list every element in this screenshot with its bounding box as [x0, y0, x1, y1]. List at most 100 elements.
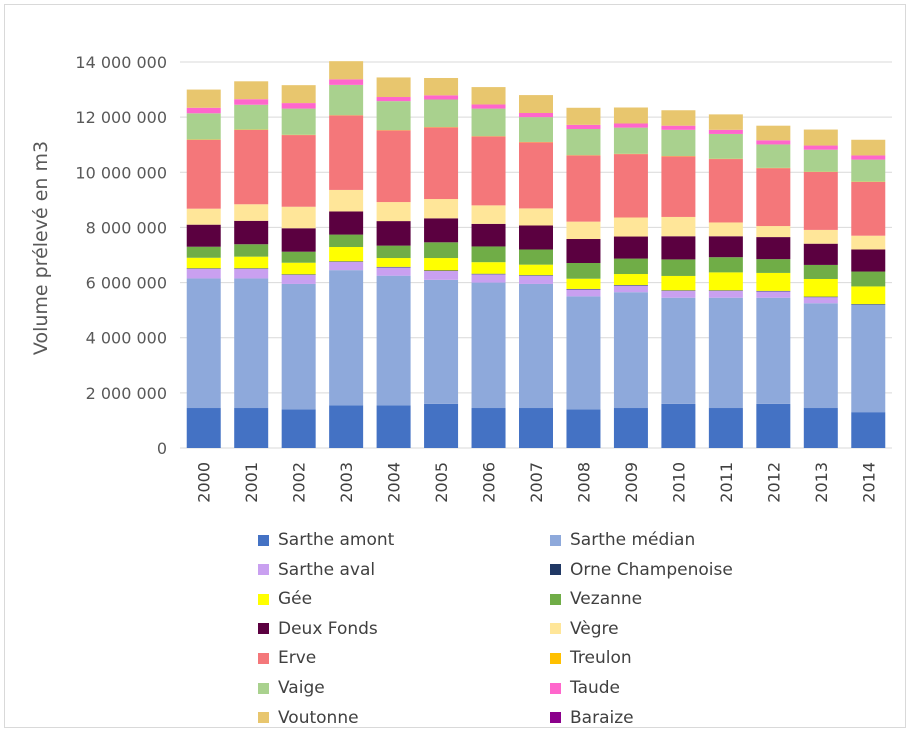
bar-segment: [519, 275, 553, 276]
bar-segment: [613, 127, 648, 154]
legend-swatch: [258, 652, 269, 664]
bar-segment: [471, 262, 506, 274]
bar-segment: [186, 246, 221, 258]
legend-swatch: [550, 534, 561, 546]
bars: [186, 61, 886, 448]
legend-swatch: [550, 652, 561, 664]
bar-segment: [424, 242, 459, 259]
bar-segment: [186, 89, 221, 108]
bar-segment: [566, 278, 601, 289]
y-tick-label: 8 000 000: [86, 218, 167, 237]
bar-segment: [376, 77, 411, 98]
x-tick-label: 2014: [859, 462, 878, 503]
x-tick-label: 2002: [290, 462, 309, 503]
bar-segment: [471, 108, 506, 137]
bar-segment: [281, 85, 316, 104]
bar-segment: [661, 297, 696, 404]
legend-label: Baraize: [570, 707, 634, 728]
x-tick-label: 2008: [574, 462, 593, 503]
bar-segment: [613, 217, 648, 237]
bar-segment: [851, 271, 886, 287]
bar-segment: [613, 285, 648, 286]
bar-segment: [566, 288, 601, 290]
bar-segment: [803, 229, 838, 244]
bar-segment: [708, 236, 743, 258]
bar-segment: [329, 115, 364, 190]
y-tick-label: 12 000 000: [75, 108, 167, 127]
bar-segment: [708, 222, 743, 237]
legend-item: Vaige: [258, 676, 325, 700]
bar-segment: [424, 270, 459, 271]
bar-segment: [756, 144, 791, 168]
bar-segment: [186, 139, 221, 209]
bar-segment: [851, 304, 886, 413]
bar-segment: [424, 403, 459, 448]
bar-segment: [803, 264, 838, 279]
bar-segment: [234, 129, 269, 205]
bar-segment: [708, 133, 743, 159]
bar-segment: [281, 251, 316, 263]
bar-segment: [234, 244, 269, 257]
y-tick-label: 4 000 000: [86, 329, 167, 348]
bar-segment: [708, 408, 743, 448]
bar-segment: [424, 258, 459, 271]
bar-segment: [329, 61, 364, 80]
bar-segment: [234, 204, 269, 221]
legend-item: Taude: [550, 676, 620, 700]
bar-segment: [376, 97, 411, 102]
legend-label: Erve: [278, 648, 317, 669]
bar-segment: [756, 168, 791, 227]
legend-swatch: [258, 564, 269, 576]
legend-label: Treulon: [570, 648, 632, 669]
bar-segment: [234, 220, 269, 245]
legend-label: Taude: [570, 678, 621, 698]
bar-segment: [471, 273, 506, 275]
legend-label: Sarthe aval: [278, 559, 376, 580]
bar-segment: [803, 172, 838, 230]
bar-segment: [851, 139, 886, 156]
bar-segment: [661, 216, 696, 237]
legend-label: Deux Fonds: [278, 618, 378, 639]
bar-segment: [708, 257, 743, 273]
bar-segment: [376, 245, 411, 259]
bar-segment: [613, 258, 648, 275]
y-axis-title: Volume prélevé en m3: [30, 141, 52, 355]
bar-segment: [756, 125, 791, 141]
bar-segment: [566, 289, 601, 297]
x-tick-label: 2000: [195, 462, 214, 503]
bar-segment: [519, 117, 553, 142]
bar-segment: [708, 272, 743, 291]
bar-segment: [376, 405, 411, 448]
bar-segment: [234, 256, 269, 269]
bar-segment: [329, 270, 364, 406]
bar-segment: [186, 268, 221, 269]
bar-segment: [376, 221, 411, 246]
bar-segment: [519, 283, 553, 409]
bar-segment: [519, 225, 553, 250]
bar-segment: [186, 257, 221, 269]
x-tick-label: 2011: [717, 462, 736, 503]
bar-segment: [471, 104, 506, 109]
x-tick-label: 2005: [432, 462, 451, 503]
legend-item: Voutonne: [258, 706, 359, 730]
bar-segment: [851, 155, 886, 160]
bar-segment: [613, 154, 648, 218]
bar-segment: [471, 223, 506, 247]
bar-segment: [613, 274, 648, 286]
bar-segment: [708, 129, 743, 134]
axes: 0 2 000 000 4 000 000 6 000 000 8 000 000 10 …: [75, 53, 878, 503]
x-tick-label: 2004: [385, 462, 404, 503]
bar-segment: [566, 128, 601, 156]
legend-swatch: [550, 682, 561, 694]
bar-segment: [234, 278, 269, 409]
legend-label: Sarthe médian: [570, 530, 696, 550]
bar-segment: [803, 129, 838, 146]
bar-segment: [424, 279, 459, 404]
bar-segment: [613, 285, 648, 293]
legend-item: Erve: [258, 646, 316, 670]
bar-segment: [186, 107, 221, 114]
bar-segment: [519, 264, 553, 276]
legend-item: Sarthe médian: [550, 528, 695, 552]
legend-item: Orne Champenoise: [550, 558, 733, 582]
bar-segment: [281, 409, 316, 448]
